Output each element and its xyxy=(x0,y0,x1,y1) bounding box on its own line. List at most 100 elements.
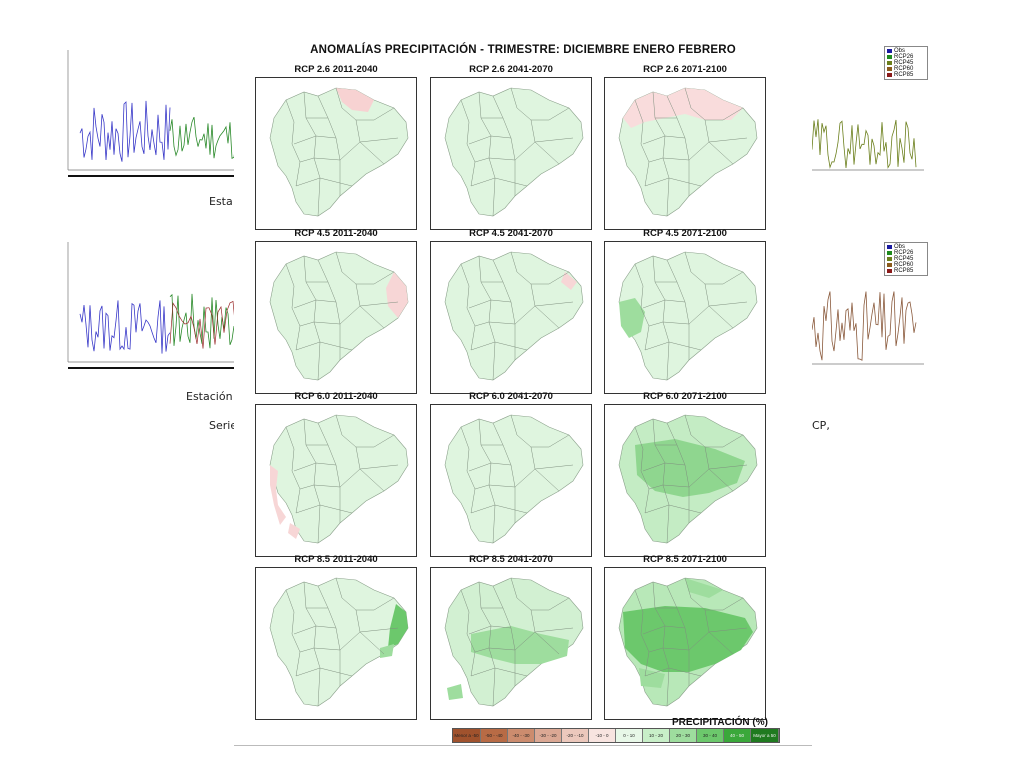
scale-swatch: 20 - 30 xyxy=(670,729,697,742)
panel-title: RCP 6.0 2071-2100 xyxy=(643,391,727,402)
legend-label: RCP45 xyxy=(894,60,914,66)
province-boundary xyxy=(470,667,528,677)
scale-swatch: -20 - -10 xyxy=(562,729,589,742)
country-outline xyxy=(269,87,409,217)
scale-swatch: -10 - 0 xyxy=(589,729,616,742)
map-panel xyxy=(604,77,766,230)
province-boundary xyxy=(299,141,361,163)
ecuador-map xyxy=(444,414,584,544)
legend-item: RCP60 xyxy=(887,262,925,268)
country-outline xyxy=(444,414,584,544)
timeseries-1-svg xyxy=(67,50,240,177)
province-boundary xyxy=(708,301,748,307)
caption-series-right: CP, xyxy=(812,419,830,432)
legend-swatch xyxy=(887,251,892,255)
timeseries-4-svg xyxy=(812,291,924,365)
province-boundary xyxy=(644,504,702,514)
country-outline xyxy=(269,577,409,707)
panel-title: RCP 8.5 2071-2100 xyxy=(643,554,727,565)
province-boundary xyxy=(285,426,301,514)
figure-title: ANOMALÍAS PRECIPITACIÓN - TRIMESTRE: DIC… xyxy=(310,44,736,56)
legend-item: RCP26 xyxy=(887,54,925,60)
panel-title: RCP 8.5 2041-2070 xyxy=(469,554,553,565)
panel-title: RCP 6.0 2041-2070 xyxy=(469,391,553,402)
province-boundary xyxy=(293,135,337,145)
province-boundary xyxy=(534,464,574,470)
province-boundary xyxy=(642,625,686,635)
province-boundary xyxy=(474,305,536,327)
legend-swatch xyxy=(887,73,892,77)
panel-title: RCP 8.5 2011-2040 xyxy=(294,554,378,565)
anomaly-region xyxy=(388,604,408,648)
province-boundary xyxy=(652,91,670,217)
caption-estacion-1: Esta xyxy=(209,195,233,208)
legend-label: RCP60 xyxy=(894,262,914,268)
legend-title: PRECIPITACIÓN (%) xyxy=(672,717,768,728)
panel-title: RCP 2.6 2041-2070 xyxy=(469,64,553,75)
legend-label: RCP45 xyxy=(894,256,914,262)
scale-swatch: 0 - 10 xyxy=(616,729,643,742)
anomaly-region xyxy=(623,606,753,672)
map-panel xyxy=(255,567,417,720)
province-boundary xyxy=(295,504,353,514)
legend-item: RCP85 xyxy=(887,268,925,274)
anomaly-region xyxy=(471,626,569,664)
timeseries-3-svg xyxy=(812,119,924,171)
background-timeseries-chart-1 xyxy=(40,40,240,178)
map-panel xyxy=(255,77,417,230)
panel-title: RCP 2.6 2011-2040 xyxy=(294,64,378,75)
map-panel xyxy=(430,241,592,394)
province-boundary xyxy=(652,418,670,544)
background-legend-2: Obs RCP26 RCP45 RCP60 RCP85 xyxy=(884,242,928,276)
province-boundary xyxy=(534,301,574,307)
province-boundary xyxy=(293,625,337,635)
map-panel xyxy=(255,241,417,394)
province-boundary xyxy=(642,462,686,472)
legend-item: RCP45 xyxy=(887,60,925,66)
map-panel xyxy=(430,567,592,720)
ecuador-map xyxy=(269,414,409,544)
map-panel xyxy=(604,404,766,557)
province-boundary xyxy=(460,426,476,514)
scale-swatch: Menor a -50 xyxy=(453,729,481,742)
anomaly-region xyxy=(619,298,645,338)
legend-item: RCP26 xyxy=(887,250,925,256)
legend-swatch xyxy=(887,61,892,65)
anomaly-region xyxy=(336,88,374,112)
province-boundary xyxy=(293,299,337,309)
ecuador-map xyxy=(269,577,409,707)
province-boundary xyxy=(708,464,748,470)
legend-label: RCP85 xyxy=(894,72,914,78)
province-boundary xyxy=(285,589,301,677)
ecuador-map xyxy=(444,577,584,707)
province-boundary xyxy=(303,418,321,544)
map-panel xyxy=(604,241,766,394)
province-boundary xyxy=(634,426,650,514)
province-boundary xyxy=(644,667,702,677)
province-boundary xyxy=(470,504,528,514)
timeseries-2-svg xyxy=(67,242,240,369)
scale-swatch: -30 - -20 xyxy=(535,729,562,742)
province-boundary xyxy=(285,263,301,351)
province-boundary xyxy=(303,581,321,707)
legend-label: RCP60 xyxy=(894,66,914,72)
anomaly-region xyxy=(635,439,745,497)
province-boundary xyxy=(359,464,399,470)
province-boundary xyxy=(648,305,710,327)
caption-estacion-2: Estación xyxy=(186,390,233,403)
anomaly-region xyxy=(288,523,300,539)
province-boundary xyxy=(708,627,748,633)
province-boundary xyxy=(634,589,650,677)
province-boundary xyxy=(478,255,496,381)
province-boundary xyxy=(468,135,512,145)
province-boundary xyxy=(648,631,710,653)
province-boundary xyxy=(293,462,337,472)
anomaly-region xyxy=(561,272,577,290)
anomaly-region xyxy=(685,578,723,598)
anomaly-region xyxy=(386,272,408,318)
province-boundary xyxy=(299,631,361,653)
province-boundary xyxy=(295,341,353,351)
province-boundary xyxy=(652,255,670,381)
legend-label: Obs xyxy=(894,48,906,54)
province-boundary xyxy=(460,263,476,351)
